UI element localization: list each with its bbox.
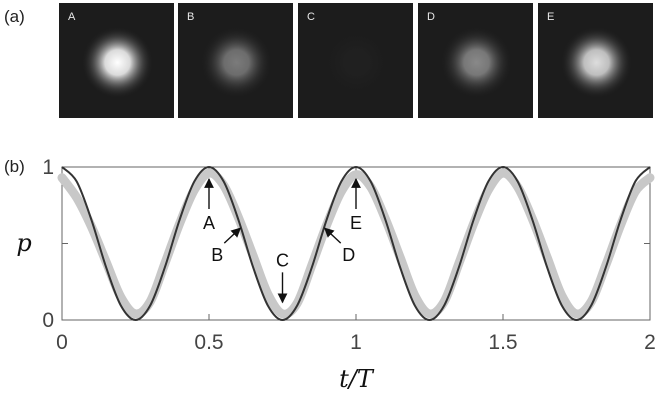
- image-spot: [81, 26, 154, 99]
- x-tick-label: 1: [350, 331, 362, 354]
- panel-label-a: (a): [4, 7, 25, 26]
- series-layer: [57, 165, 655, 322]
- image-label: E: [547, 11, 554, 23]
- annotation-label: C: [276, 250, 289, 270]
- x-tick-label: 0: [56, 331, 68, 354]
- image-spot: [321, 27, 393, 99]
- image-label: B: [187, 11, 194, 23]
- data-band-series: [57, 168, 655, 319]
- panel-label-b: (b): [4, 157, 25, 176]
- annotation-label: B: [211, 245, 223, 265]
- image-spot: [440, 26, 513, 99]
- annotation-b: B: [211, 227, 241, 265]
- x-axis-title: t/T: [339, 365, 375, 393]
- plot-area: 0 0.5 1 1.5 2 0 1 AB C DE: [42, 156, 656, 354]
- image-strip: A B C D E: [59, 3, 653, 118]
- image-panel-e: E: [538, 3, 653, 118]
- x-tick-label: 0.5: [194, 331, 223, 354]
- image-panel-a: A: [59, 3, 174, 118]
- image-spot: [560, 26, 633, 99]
- annotation-layer: AB C DE: [203, 178, 362, 304]
- annotation-a: A: [203, 178, 215, 233]
- image-panel-c: C: [298, 3, 413, 118]
- annotation-d: D: [324, 227, 355, 265]
- image-panel-b: B: [178, 3, 293, 118]
- annotation-arrow: [223, 227, 241, 244]
- y-tick-label: 1: [42, 156, 54, 179]
- y-axis-title: p: [16, 229, 31, 257]
- annotation-label: A: [203, 213, 215, 233]
- image-label: D: [427, 11, 435, 23]
- annotation-arrow: [324, 227, 342, 244]
- image-panel-d: D: [418, 3, 533, 118]
- y-tick-label: 0: [42, 309, 54, 332]
- annotation-label: E: [350, 213, 362, 233]
- model-line-series: [61, 165, 651, 322]
- image-label: A: [68, 11, 76, 23]
- annotation-e: E: [350, 178, 362, 233]
- image-spot: [200, 26, 273, 99]
- annotation-label: D: [342, 245, 355, 265]
- annotation-c: C: [276, 250, 289, 304]
- image-background: [298, 3, 413, 118]
- x-tick-label: 2: [644, 331, 656, 354]
- x-tick-label: 1.5: [488, 331, 517, 354]
- image-label: C: [307, 11, 315, 23]
- axis-ticks: 0 0.5 1 1.5 2 0 1: [42, 156, 656, 354]
